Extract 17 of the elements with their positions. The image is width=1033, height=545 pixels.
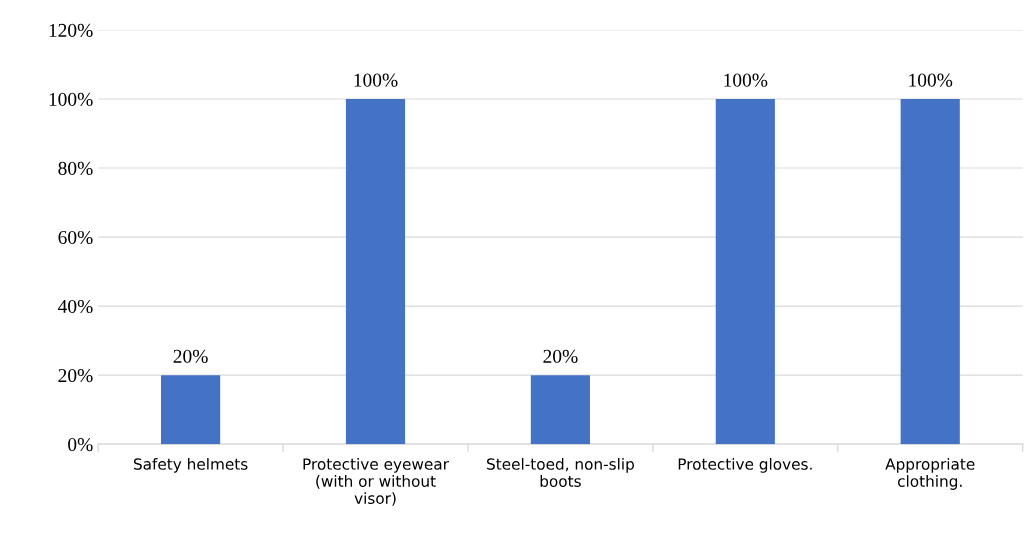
y-tick-label: 40%	[58, 299, 93, 314]
x-tick-label: Safety helmets	[133, 457, 248, 473]
y-tick-label: 0%	[68, 437, 93, 452]
x-tick-label: Protective eyewear (with or without visor)	[303, 457, 449, 506]
y-tick-label: 120%	[49, 23, 93, 37]
y-tick-label: 80%	[58, 161, 93, 176]
data-label: 100%	[724, 73, 768, 87]
y-tick-label: 100%	[49, 92, 93, 107]
data-label: 100%	[354, 73, 398, 87]
data-label: 100%	[909, 73, 953, 87]
x-tick-label: Steel-toed, non-slip boots	[487, 457, 634, 487]
x-tick-label: Protective gloves.	[678, 457, 812, 473]
y-tick-label: 20%	[58, 368, 93, 383]
data-label: 20%	[173, 349, 208, 363]
x-tick-label: Appropriate clothing.	[885, 457, 975, 490]
data-label: 20%	[543, 349, 578, 363]
y-tick-label: 60%	[58, 230, 93, 245]
